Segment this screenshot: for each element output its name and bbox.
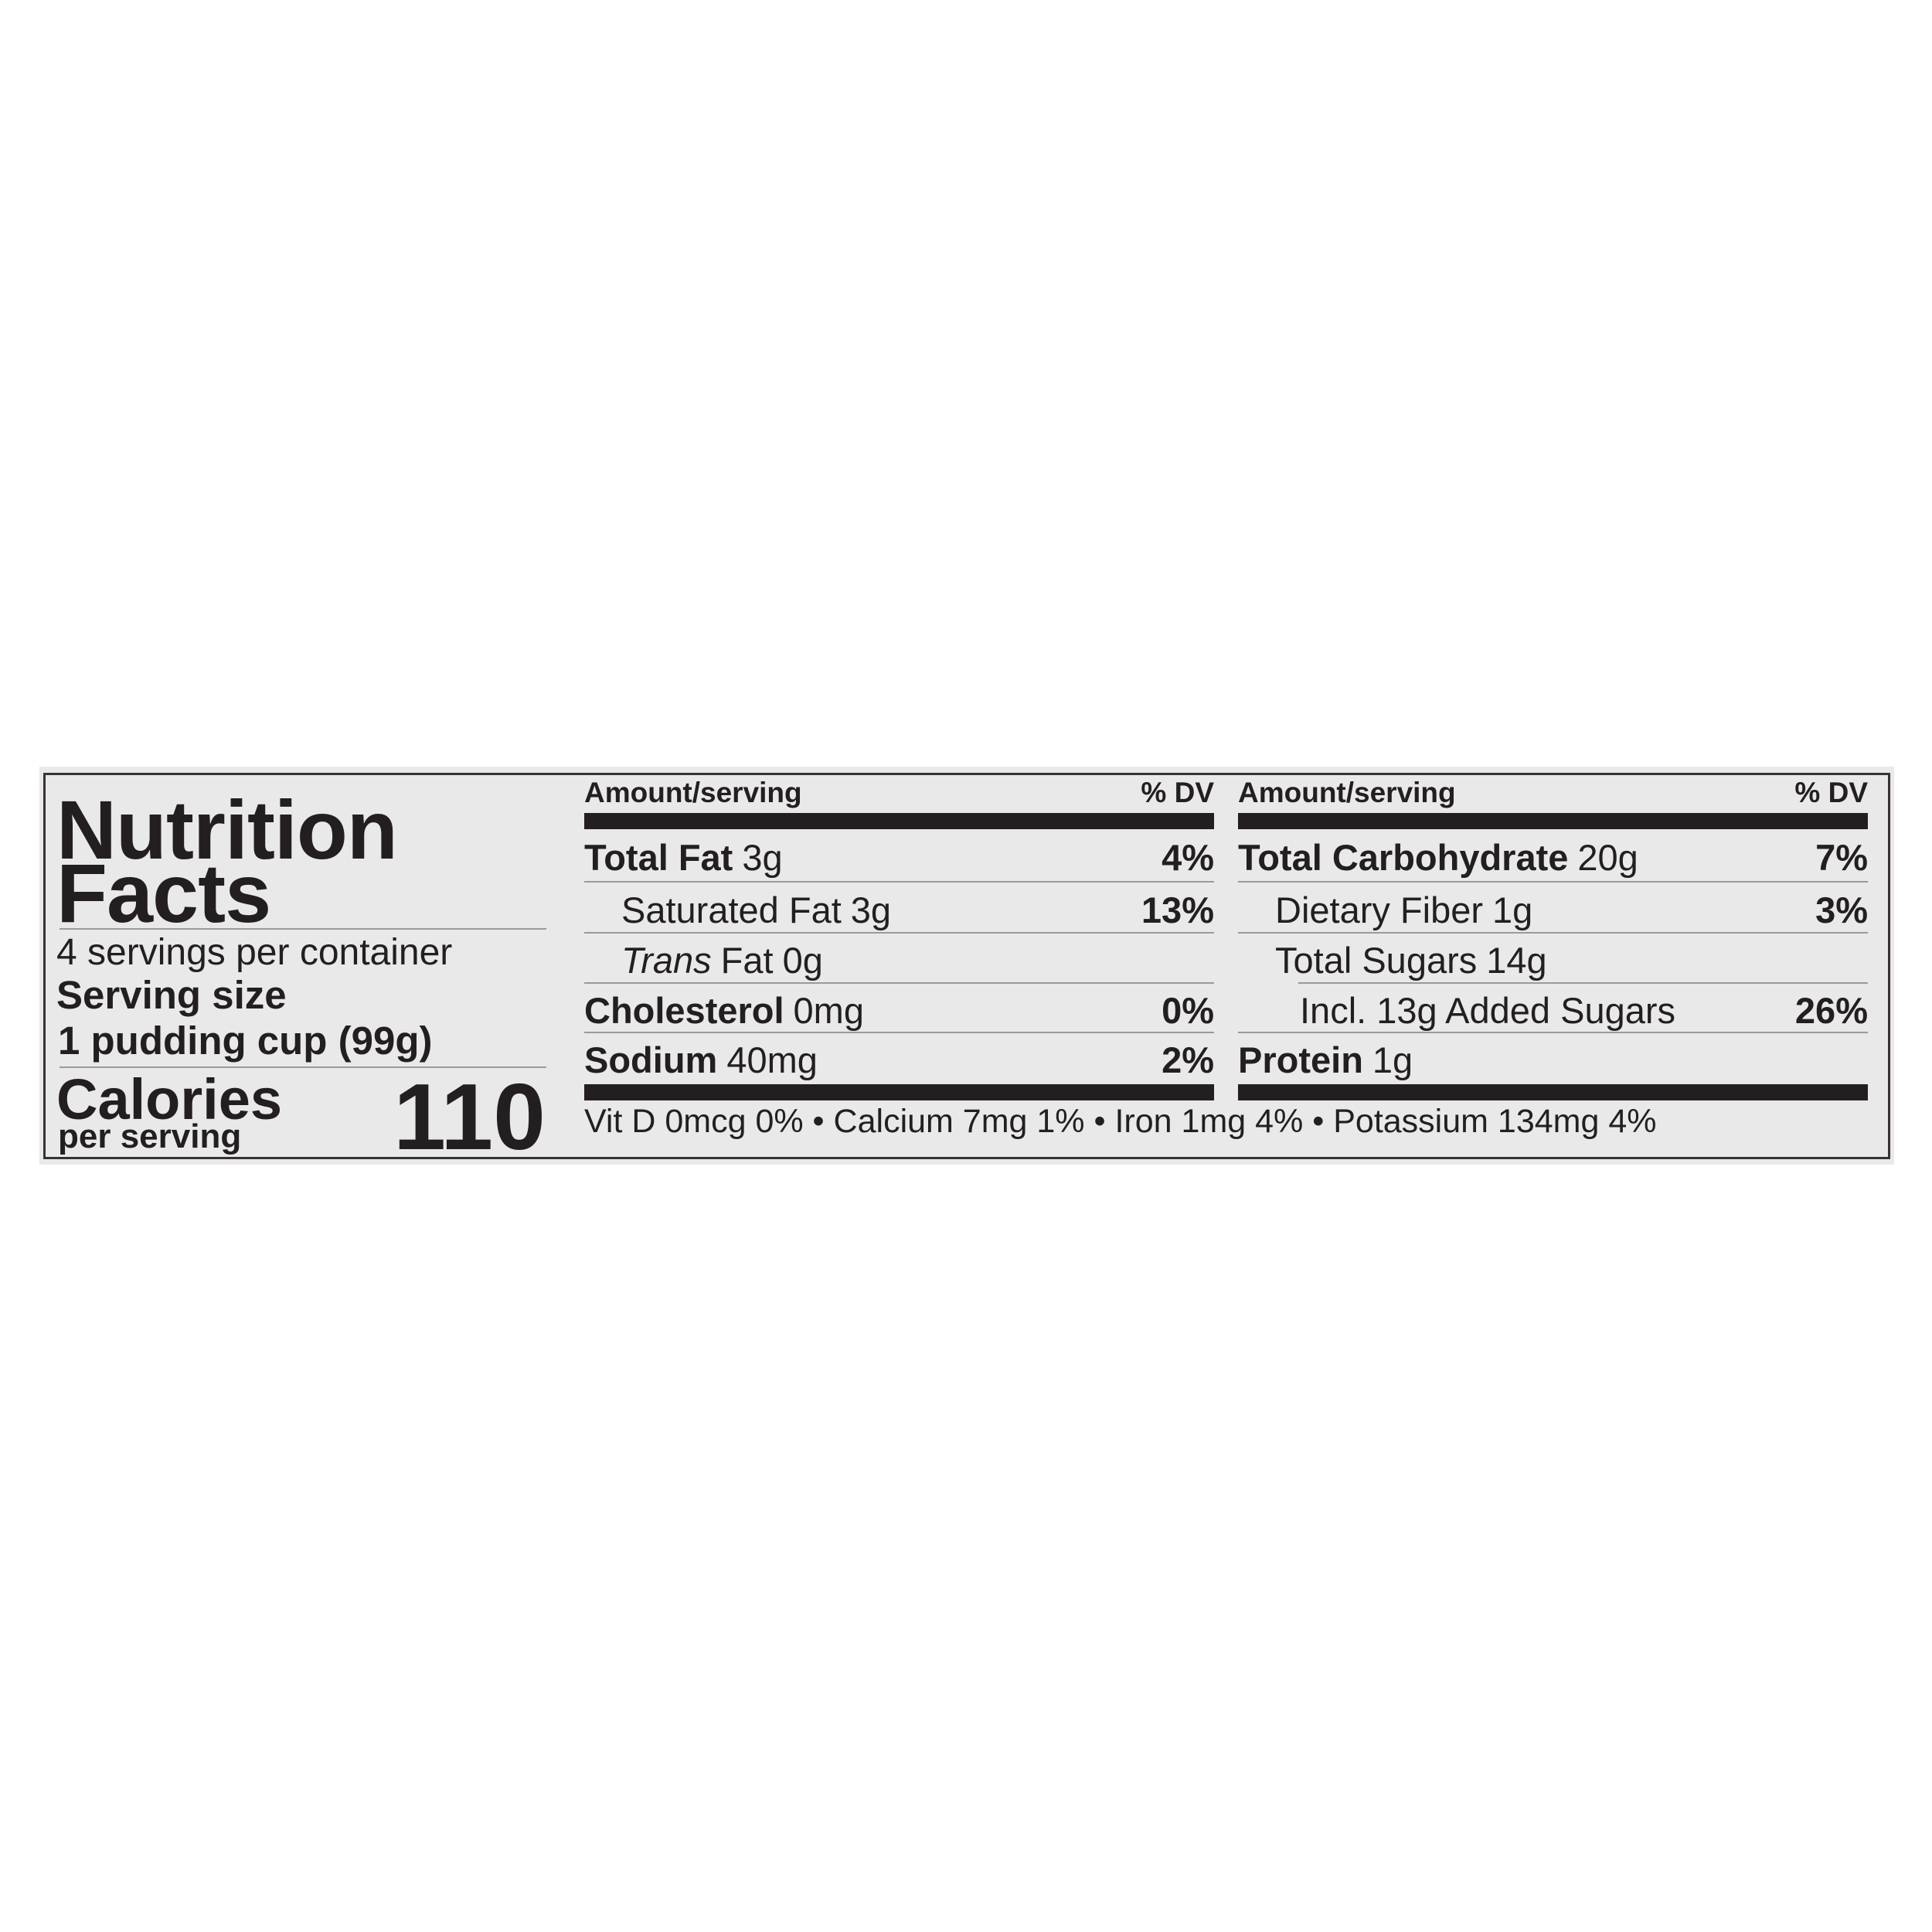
row-protein: Protein 1g bbox=[1238, 1032, 1868, 1082]
row-cholesterol: Cholesterol 0mg 0% bbox=[584, 983, 1214, 1032]
nutrient-amount: 1g bbox=[1492, 889, 1533, 930]
nutrient-name: Cholesterol bbox=[584, 990, 784, 1031]
vitamins-minerals-footer: Vit D 0mcg 0% • Calcium 7mg 1% • Iron 1m… bbox=[584, 1103, 1657, 1140]
row-trans-fat: Trans Fat 0g bbox=[584, 933, 1214, 982]
nutrient-column-left: Amount/serving % DV Total Fat 3g 4% Satur… bbox=[584, 767, 1657, 1165]
dv-header: % DV bbox=[1794, 777, 1868, 808]
thick-bar bbox=[1238, 813, 1868, 829]
nutrient-dv: 0% bbox=[1162, 990, 1214, 1031]
nutrient-dv: 3% bbox=[1815, 889, 1868, 930]
nutrient-amount: 40mg bbox=[726, 1039, 818, 1080]
nutrient-dv: 26% bbox=[1794, 990, 1868, 1031]
nutrient-amount: 20g bbox=[1577, 837, 1638, 878]
nutrient-dv: 7% bbox=[1815, 837, 1868, 878]
divider bbox=[584, 1032, 1214, 1033]
nutrient-dv: 13% bbox=[1141, 889, 1214, 930]
title-facts: Facts bbox=[56, 846, 271, 940]
row-added-sugars: Incl. 13g Added Sugars 26% bbox=[1238, 983, 1868, 1032]
row-total-sugars: Total Sugars 14g bbox=[1238, 933, 1868, 982]
divider bbox=[584, 881, 1214, 883]
nutrient-name: Sodium bbox=[584, 1039, 718, 1080]
nutrient-amount: 1g bbox=[1372, 1039, 1413, 1080]
thick-bar bbox=[1238, 1084, 1868, 1100]
nutrition-facts-panel: Nutrition Facts 4 servings per container… bbox=[39, 767, 1894, 1165]
serving-size-label: Serving size bbox=[56, 973, 287, 1017]
divider bbox=[60, 1066, 546, 1068]
nutrient-name: Total Carbohydrate bbox=[1238, 837, 1569, 878]
nutrient-amount: 0g bbox=[782, 940, 823, 981]
calories-per-serving: per serving bbox=[58, 1117, 242, 1155]
divider bbox=[1298, 982, 1868, 984]
nutrient-name-suffix: Fat bbox=[720, 940, 774, 981]
thick-bar bbox=[584, 1084, 1214, 1100]
row-dietary-fiber: Dietary Fiber 1g 3% bbox=[1238, 883, 1868, 932]
nutrient-column-right: Amount/serving % DV Total Carbohydrate 20… bbox=[1238, 767, 1868, 1165]
divider bbox=[1238, 1032, 1868, 1033]
nutrition-facts-border bbox=[43, 773, 1890, 1159]
divider bbox=[1238, 881, 1868, 883]
title-nutrition: Nutrition bbox=[56, 783, 398, 876]
thick-bar bbox=[584, 813, 1214, 829]
nutrient-amount: 3g bbox=[850, 889, 892, 930]
amount-header: Amount/serving bbox=[1238, 777, 1456, 808]
divider bbox=[584, 932, 1214, 934]
nutrient-name: Incl. 13g Added Sugars bbox=[1300, 990, 1676, 1031]
nutrient-name: Dietary Fiber bbox=[1275, 889, 1484, 930]
calories-value: 110 bbox=[393, 1064, 546, 1169]
servings-per-container: 4 servings per container bbox=[56, 932, 453, 973]
calories-label: Calories bbox=[56, 1067, 283, 1131]
nutrient-dv: 2% bbox=[1162, 1039, 1214, 1080]
nutrient-name: Total Fat bbox=[584, 837, 733, 878]
dv-header: % DV bbox=[1141, 777, 1214, 808]
row-total-fat: Total Fat 3g 4% bbox=[584, 830, 1214, 879]
nutrient-name: Total Sugars bbox=[1275, 940, 1478, 981]
row-sodium: Sodium 40mg 2% bbox=[584, 1032, 1214, 1082]
nutrient-name: Saturated Fat bbox=[621, 889, 842, 930]
amount-header: Amount/serving bbox=[584, 777, 802, 808]
row-saturated-fat: Saturated Fat 3g 13% bbox=[584, 883, 1214, 932]
divider bbox=[60, 928, 546, 930]
nutrient-amount: 0mg bbox=[793, 990, 864, 1031]
divider bbox=[1238, 932, 1868, 934]
nutrient-name: Protein bbox=[1238, 1039, 1363, 1080]
nutrient-amount: 14g bbox=[1486, 940, 1547, 981]
nutrient-amount: 3g bbox=[742, 837, 783, 878]
nutrient-dv: 4% bbox=[1162, 837, 1214, 878]
divider bbox=[584, 982, 1214, 984]
serving-size-value: 1 pudding cup (99g) bbox=[58, 1019, 433, 1063]
row-total-carbohydrate: Total Carbohydrate 20g 7% bbox=[1238, 830, 1868, 879]
nutrient-name: Trans bbox=[621, 940, 712, 981]
